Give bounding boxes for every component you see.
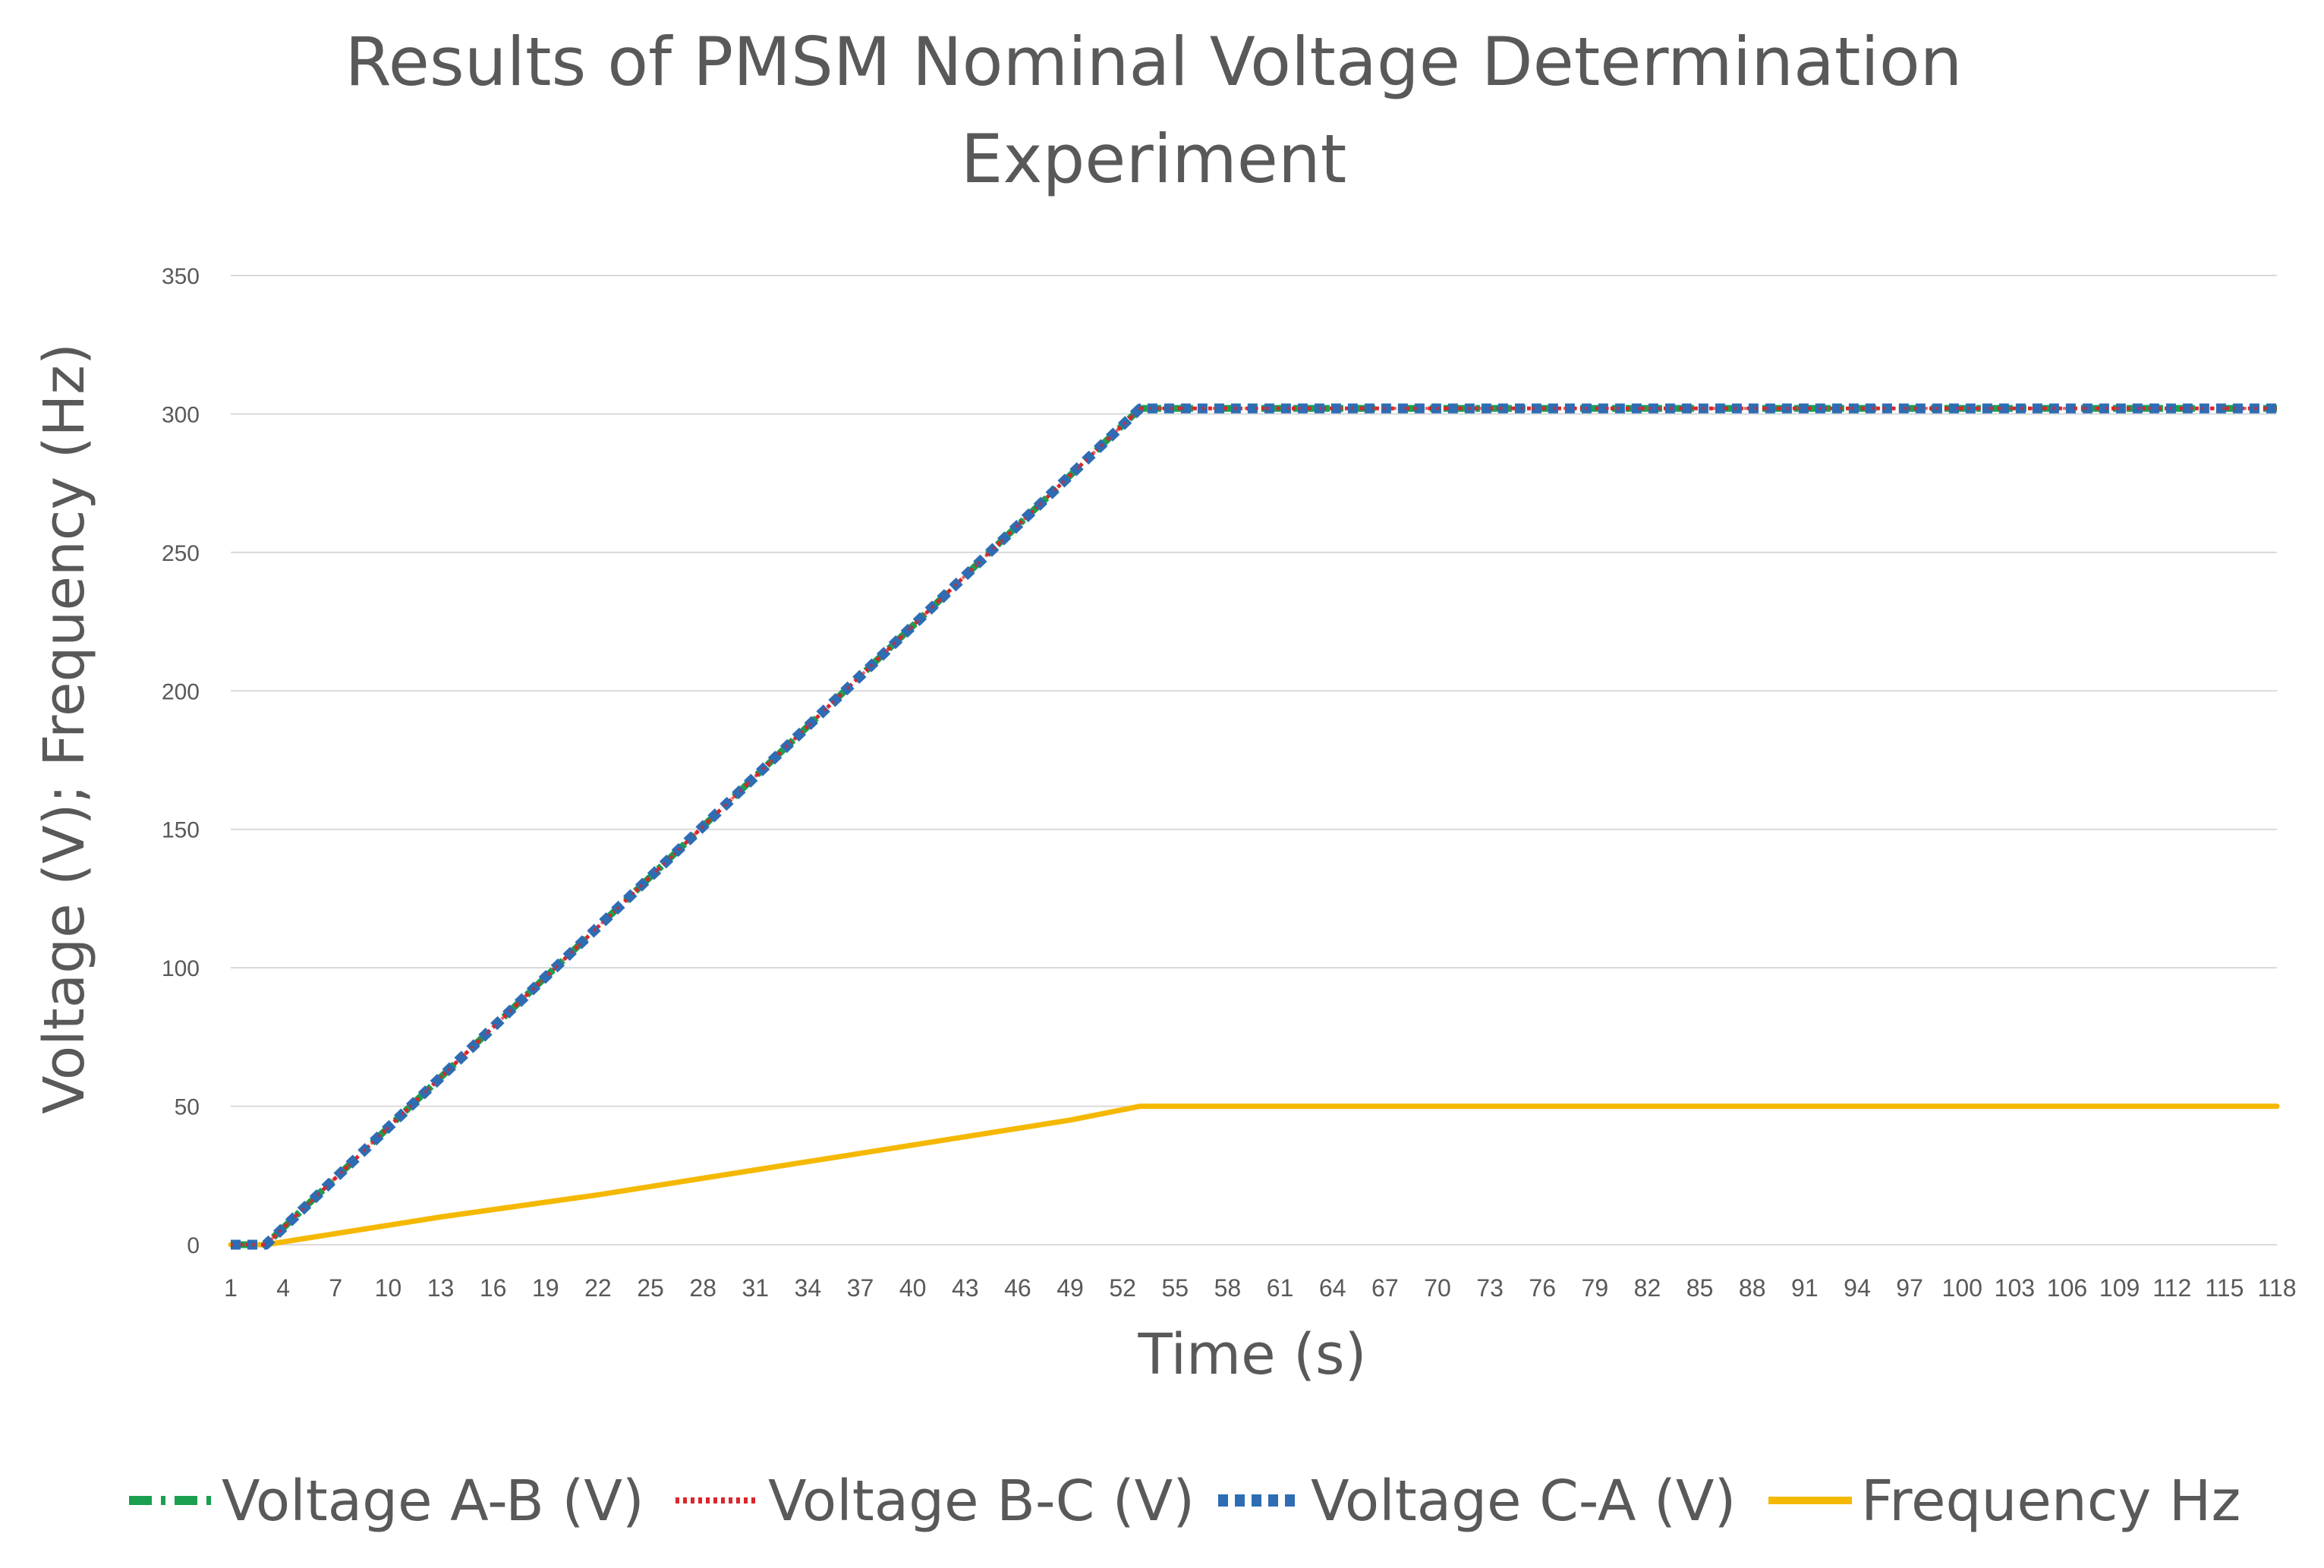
y-tick-label: 50: [175, 1095, 200, 1120]
x-tick-label: 58: [1214, 1274, 1242, 1302]
x-tick-label: 76: [1529, 1274, 1556, 1302]
y-tick-label: 100: [162, 956, 200, 981]
x-tick-label: 100: [1942, 1274, 1982, 1302]
series-line-voltage-c-a-v: [231, 403, 2277, 1250]
x-tick-label: 88: [1739, 1274, 1766, 1302]
x-tick-label: 28: [689, 1274, 716, 1302]
x-tick-label: 49: [1057, 1274, 1084, 1302]
x-tick-label: 109: [2099, 1274, 2140, 1302]
x-tick-label: 10: [375, 1274, 402, 1302]
x-tick-label: 25: [637, 1274, 664, 1302]
legend-label-voltage-c-a-v: Voltage C-A (V): [1311, 1469, 1736, 1534]
legend-label-voltage-a-b-v: Voltage A-B (V): [222, 1469, 644, 1534]
y-tick-label: 200: [162, 679, 200, 704]
x-tick-label: 91: [1791, 1274, 1819, 1302]
x-tick-label: 34: [795, 1274, 822, 1302]
series-line-voltage-b-c-overlay: [231, 407, 2277, 1246]
series-line-voltage-b-c-v: [231, 406, 2277, 1247]
x-tick-labels: 1 4 7 10 13 16 19 22 25 28 31 34 37 40 43 46 49 52 55 58 61 6…: [224, 1274, 2296, 1302]
x-tick-label: 7: [329, 1274, 342, 1302]
x-tick-label: 70: [1424, 1274, 1451, 1302]
series-line-voltage-a-b-v: [231, 405, 2277, 1248]
y-tick-label: 250: [162, 541, 200, 566]
series-lines: [228, 403, 2280, 1250]
x-tick-label: 46: [1004, 1274, 1031, 1302]
legend-label-frequency-hz: Frequency Hz: [1861, 1469, 2241, 1534]
y-tick-label: 350: [162, 264, 200, 289]
x-tick-label: 103: [1995, 1274, 2035, 1302]
x-tick-label: 13: [427, 1274, 455, 1302]
x-tick-label: 16: [480, 1274, 507, 1302]
gridlines: [231, 275, 2277, 1245]
x-tick-label: 82: [1634, 1274, 1661, 1302]
legend-label-voltage-b-c-v: Voltage B-C (V): [768, 1469, 1195, 1534]
x-tick-label: 4: [276, 1274, 290, 1302]
x-tick-label: 115: [2205, 1274, 2244, 1302]
y-tick-label: 0: [187, 1233, 200, 1258]
x-tick-label: 73: [1476, 1274, 1504, 1302]
x-tick-label: 55: [1162, 1274, 1189, 1302]
x-tick-label: 37: [847, 1274, 874, 1302]
legend: Voltage A-B (V) Voltage B-C (V) Voltage C-…: [129, 1469, 2241, 1534]
x-tick-label: 31: [742, 1274, 769, 1302]
x-tick-label: 61: [1267, 1274, 1294, 1302]
x-tick-label: 22: [584, 1274, 612, 1302]
x-tick-label: 97: [1896, 1274, 1923, 1302]
series-line-frequency-hz: [228, 1104, 2280, 1248]
x-tick-label: 40: [899, 1274, 927, 1302]
chart-title-line-1: Results of PMSM Nominal Voltage Determin…: [345, 23, 1963, 101]
x-axis-title: Time (s): [1138, 1322, 1367, 1387]
x-tick-label: 52: [1109, 1274, 1136, 1302]
x-tick-label: 67: [1371, 1274, 1399, 1302]
y-tick-label: 150: [162, 818, 200, 843]
x-tick-label: 79: [1582, 1274, 1609, 1302]
y-tick-labels: 0 50 100 150 200 250 300 350: [162, 264, 200, 1258]
x-tick-label: 1: [224, 1274, 238, 1302]
x-tick-label: 85: [1686, 1274, 1714, 1302]
x-tick-label: 64: [1319, 1274, 1346, 1302]
x-tick-label: 106: [2047, 1274, 2087, 1302]
y-tick-label: 300: [162, 402, 200, 427]
x-tick-label: 94: [1844, 1274, 1871, 1302]
y-axis-title: Voltage (V); Frequency (Hz): [32, 343, 97, 1114]
x-tick-label: 112: [2152, 1274, 2191, 1302]
x-tick-label: 118: [2257, 1274, 2296, 1302]
chart-title-line-2: Experiment: [961, 120, 1346, 198]
x-tick-label: 43: [952, 1274, 979, 1302]
x-tick-label: 19: [532, 1274, 559, 1302]
